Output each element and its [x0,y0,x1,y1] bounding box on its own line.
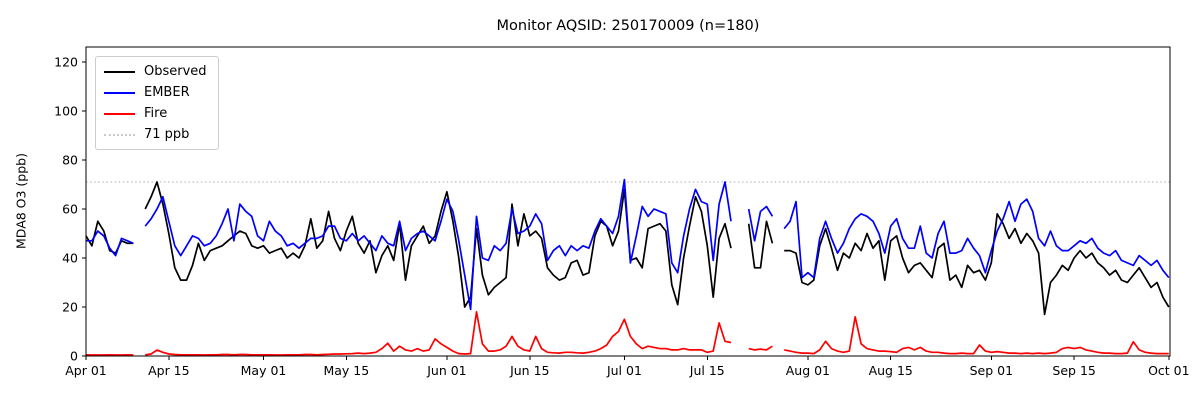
legend-label-ember: EMBER [144,85,190,100]
legend-label-fire: Fire [144,106,168,121]
observed-series-line [85,181,1170,316]
y-tick-label: 40 [62,251,78,266]
y-tick-label: 100 [54,104,78,119]
x-tick-label: Sep 15 [1052,363,1095,378]
legend-item-threshold: 71 ppb [104,127,207,142]
legend: Observed EMBER Fire 71 ppb [95,56,219,150]
x-tick-label: Apr 01 [65,363,107,378]
legend-item-fire: Fire [104,106,207,121]
x-tick-label: Apr 15 [148,363,190,378]
x-tick-label: May 15 [323,363,369,378]
legend-item-ember: EMBER [104,85,207,100]
y-tick-label: 20 [62,300,78,315]
observed-line-swatch [104,70,135,73]
x-tick-label: Jun 15 [509,363,549,378]
y-tick-label: 0 [70,349,78,364]
x-tick-label: Aug 01 [786,363,830,378]
threshold-line-swatch [104,133,135,136]
x-tick-label: Jun 01 [426,363,466,378]
legend-label-threshold: 71 ppb [144,127,190,142]
x-tick-label: Jul 15 [689,363,725,378]
y-tick-label: 120 [54,55,78,70]
legend-label-observed: Observed [144,64,207,79]
legend-item-observed: Observed [104,64,207,79]
plot-border [85,46,1171,357]
fire-line-swatch [104,112,135,115]
x-tick-label: Aug 15 [869,363,913,378]
ember-series-line [86,178,1170,311]
y-tick-label: 80 [62,153,78,168]
x-tick-label: Jul 01 [606,363,642,378]
x-tick-label: Sep 01 [970,363,1013,378]
x-tick-label: May 01 [241,363,287,378]
fire-series-line [85,311,1169,356]
y-axis-label: MDA8 O3 (ppb) [13,153,29,249]
x-tick-label: Oct 01 [1148,363,1190,378]
chart-title: Monitor AQSID: 250170009 (n=180) [496,18,760,34]
y-tick-label: 60 [62,202,78,217]
ember-line-swatch [104,91,135,94]
